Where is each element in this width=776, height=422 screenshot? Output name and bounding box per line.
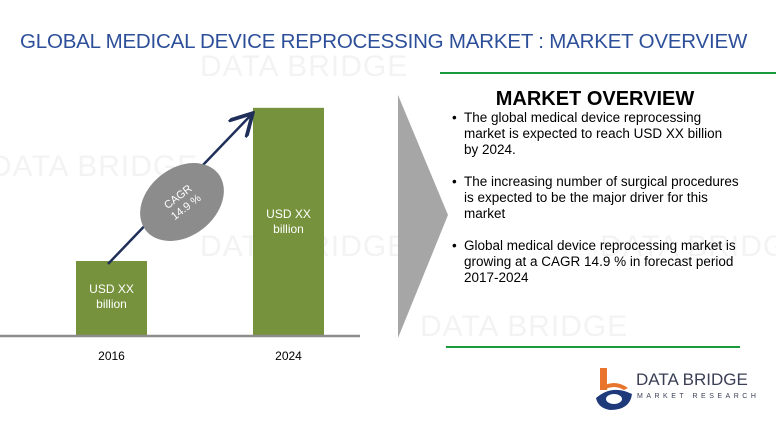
logo-tagline: MARKET RESEARCH: [637, 393, 760, 400]
bar-2024: [253, 107, 324, 335]
bar-2016: [76, 261, 147, 335]
logo-name: DATA BRIDGE: [636, 370, 748, 389]
watermark: DATA BRIDGE: [200, 50, 409, 83]
page-title: GLOBAL MEDICAL DEVICE REPROCESSING MARKE…: [20, 30, 748, 53]
x-tick-label: 2024: [275, 349, 302, 363]
data-label: billion: [273, 222, 304, 236]
bullet-item: The global medical device reprocessing m…: [450, 110, 740, 158]
divider: [446, 346, 740, 348]
data-label: USD XX: [266, 207, 311, 221]
x-tick-label: 2016: [98, 349, 125, 363]
bullet-item: The increasing number of surgical proced…: [450, 174, 740, 222]
data-label: USD XX: [89, 282, 134, 296]
panel-heading: MARKET OVERVIEW: [495, 88, 695, 110]
logo-icon: [596, 368, 632, 410]
overview-bullets: The global medical device reprocessing m…: [450, 110, 740, 302]
chevron-arrow: [398, 95, 448, 338]
divider: [440, 72, 776, 74]
data-label: billion: [96, 297, 127, 311]
bullet-item: Global medical device reprocessing marke…: [450, 238, 740, 286]
watermark: DATA BRIDGE: [420, 310, 629, 343]
cagr-ellipse: CAGR 14.9 %: [140, 163, 224, 241]
